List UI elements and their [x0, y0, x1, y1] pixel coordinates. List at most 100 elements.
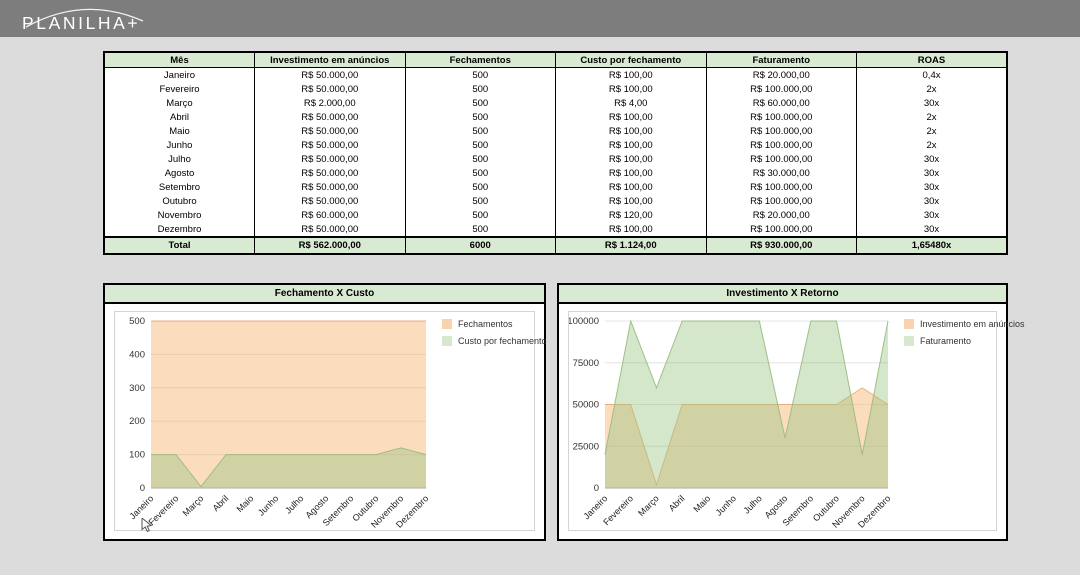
- table-cell[interactable]: R$ 100,00: [556, 152, 707, 166]
- table-cell[interactable]: 500: [405, 110, 556, 124]
- table-cell[interactable]: R$ 100,00: [556, 82, 707, 96]
- table-cell[interactable]: R$ 4,00: [556, 96, 707, 110]
- table-cell[interactable]: 2x: [857, 124, 1008, 138]
- table-cell[interactable]: Março: [104, 96, 255, 110]
- chart-legend: Investimento em anúnciosFaturamento: [904, 319, 1025, 353]
- table-cell[interactable]: R$ 100.000,00: [706, 152, 857, 166]
- table-cell[interactable]: 2x: [857, 82, 1008, 96]
- table-cell[interactable]: 0,4x: [857, 68, 1008, 83]
- column-header[interactable]: Investimento em anúncios: [255, 52, 406, 68]
- table-cell[interactable]: R$ 100.000,00: [706, 138, 857, 152]
- table-cell[interactable]: 500: [405, 138, 556, 152]
- table-cell[interactable]: Setembro: [104, 180, 255, 194]
- total-cell[interactable]: 1,65480x: [857, 237, 1008, 254]
- table-cell[interactable]: 500: [405, 68, 556, 83]
- table-cell[interactable]: 500: [405, 194, 556, 208]
- table-cell[interactable]: R$ 100.000,00: [706, 180, 857, 194]
- table-cell[interactable]: R$ 2.000,00: [255, 96, 406, 110]
- table-cell[interactable]: 500: [405, 152, 556, 166]
- table-cell[interactable]: R$ 100.000,00: [706, 82, 857, 96]
- table-cell[interactable]: 30x: [857, 166, 1008, 180]
- table-cell[interactable]: R$ 100.000,00: [706, 194, 857, 208]
- table-cell[interactable]: R$ 100,00: [556, 194, 707, 208]
- table-cell[interactable]: R$ 100.000,00: [706, 222, 857, 237]
- chart-box-fechamento-custo[interactable]: 0100200300400500JaneiroFevereiroMarçoAbr…: [114, 311, 535, 531]
- legend-swatch-icon: [904, 336, 914, 346]
- table-cell[interactable]: 30x: [857, 180, 1008, 194]
- table-cell[interactable]: 30x: [857, 194, 1008, 208]
- chart-box-investimento-retorno[interactable]: 0250005000075000100000JaneiroFevereiroMa…: [568, 311, 997, 531]
- table-cell[interactable]: Janeiro: [104, 68, 255, 83]
- table-cell[interactable]: R$ 50.000,00: [255, 82, 406, 96]
- legend-item: Custo por fechamento: [442, 336, 547, 346]
- table-cell[interactable]: 500: [405, 222, 556, 237]
- table-cell[interactable]: Dezembro: [104, 222, 255, 237]
- table-cell[interactable]: R$ 30.000,00: [706, 166, 857, 180]
- x-tick-label: Março: [181, 493, 206, 518]
- table-cell[interactable]: 500: [405, 96, 556, 110]
- total-cell[interactable]: R$ 1.124,00: [556, 237, 707, 254]
- table-cell[interactable]: R$ 50.000,00: [255, 152, 406, 166]
- table-cell[interactable]: Maio: [104, 124, 255, 138]
- table-cell[interactable]: R$ 100.000,00: [706, 110, 857, 124]
- y-tick-label: 400: [129, 349, 145, 360]
- table-cell[interactable]: R$ 50.000,00: [255, 124, 406, 138]
- table-cell[interactable]: Julho: [104, 152, 255, 166]
- column-header[interactable]: Mês: [104, 52, 255, 68]
- column-header[interactable]: Fechamentos: [405, 52, 556, 68]
- table-cell[interactable]: 2x: [857, 110, 1008, 124]
- table-cell[interactable]: Novembro: [104, 208, 255, 222]
- table-cell[interactable]: R$ 60.000,00: [706, 96, 857, 110]
- monthly-report-table[interactable]: MêsInvestimento em anúnciosFechamentosCu…: [103, 51, 1008, 255]
- table-cell[interactable]: R$ 100,00: [556, 124, 707, 138]
- table-cell[interactable]: 500: [405, 166, 556, 180]
- total-cell[interactable]: R$ 562.000,00: [255, 237, 406, 254]
- table-cell[interactable]: R$ 50.000,00: [255, 138, 406, 152]
- table-cell[interactable]: 30x: [857, 222, 1008, 237]
- table-cell[interactable]: 500: [405, 124, 556, 138]
- table-cell[interactable]: R$ 50.000,00: [255, 194, 406, 208]
- table-cell[interactable]: R$ 100,00: [556, 166, 707, 180]
- table-cell[interactable]: 2x: [857, 138, 1008, 152]
- legend-label: Investimento em anúncios: [920, 319, 1025, 329]
- table-cell[interactable]: R$ 100.000,00: [706, 124, 857, 138]
- table-cell[interactable]: R$ 50.000,00: [255, 222, 406, 237]
- y-tick-label: 300: [129, 383, 145, 394]
- table-cell[interactable]: 500: [405, 180, 556, 194]
- column-header[interactable]: ROAS: [857, 52, 1008, 68]
- table-cell[interactable]: R$ 50.000,00: [255, 166, 406, 180]
- table-cell[interactable]: Fevereiro: [104, 82, 255, 96]
- table-cell[interactable]: 30x: [857, 208, 1008, 222]
- table-cell[interactable]: R$ 100,00: [556, 138, 707, 152]
- table-cell[interactable]: R$ 100,00: [556, 180, 707, 194]
- table-cell[interactable]: Junho: [104, 138, 255, 152]
- table-cell[interactable]: R$ 50.000,00: [255, 180, 406, 194]
- table-cell[interactable]: R$ 50.000,00: [255, 110, 406, 124]
- table-cell[interactable]: Agosto: [104, 166, 255, 180]
- table-cell[interactable]: 30x: [857, 96, 1008, 110]
- table-cell[interactable]: 500: [405, 208, 556, 222]
- total-cell[interactable]: R$ 930.000,00: [706, 237, 857, 254]
- chart-panel-investimento-retorno[interactable]: Investimento X Retorno 02500050000750001…: [557, 283, 1008, 541]
- total-cell[interactable]: 6000: [405, 237, 556, 254]
- column-header[interactable]: Custo por fechamento: [556, 52, 707, 68]
- total-cell[interactable]: Total: [104, 237, 255, 254]
- table-cell[interactable]: Abril: [104, 110, 255, 124]
- table-cell[interactable]: R$ 100,00: [556, 68, 707, 83]
- chart-panel-fechamento-custo[interactable]: Fechamento X Custo 0100200300400500Janei…: [103, 283, 546, 541]
- table-cell[interactable]: 500: [405, 82, 556, 96]
- table-row: AgostoR$ 50.000,00500R$ 100,00R$ 30.000,…: [104, 166, 1007, 180]
- table-cell[interactable]: R$ 50.000,00: [255, 68, 406, 83]
- table-cell[interactable]: Outubro: [104, 194, 255, 208]
- table-cell[interactable]: R$ 20.000,00: [706, 68, 857, 83]
- table-row: AbrilR$ 50.000,00500R$ 100,00R$ 100.000,…: [104, 110, 1007, 124]
- table-cell[interactable]: R$ 100,00: [556, 110, 707, 124]
- x-tick-label: Abril: [211, 493, 231, 513]
- table-cell[interactable]: R$ 20.000,00: [706, 208, 857, 222]
- table-cell[interactable]: 30x: [857, 152, 1008, 166]
- table-cell[interactable]: R$ 60.000,00: [255, 208, 406, 222]
- column-header[interactable]: Faturamento: [706, 52, 857, 68]
- table-cell[interactable]: R$ 120,00: [556, 208, 707, 222]
- table-cell[interactable]: R$ 100,00: [556, 222, 707, 237]
- page: { "header": { "logo_text": "PLANILHA+", …: [0, 0, 1080, 575]
